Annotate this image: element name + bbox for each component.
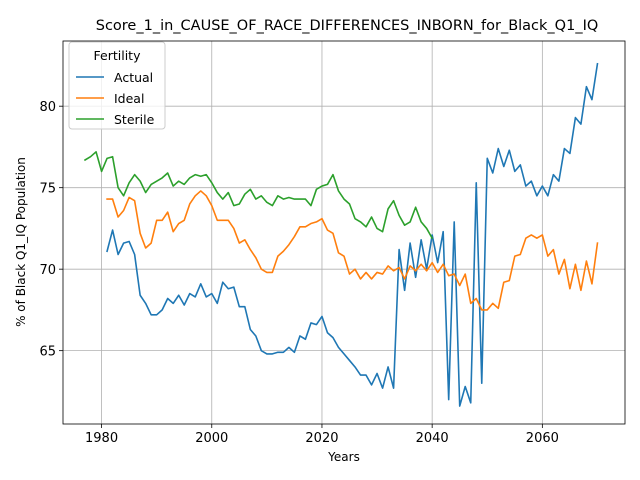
series-line-ideal <box>106 190 599 311</box>
axis-ticks: 1980 2000 2020 2040 2060 65 70 75 80 <box>39 100 558 446</box>
series-line-sterile <box>83 151 434 240</box>
y-tick-label: 65 <box>39 345 56 360</box>
legend: Fertility Actual Ideal Sterile <box>68 41 166 130</box>
legend-label-sterile: Sterile <box>114 112 155 127</box>
series-line-actual <box>106 62 599 407</box>
x-tick-label: 2040 <box>416 431 449 446</box>
x-tick-label: 2060 <box>526 431 559 446</box>
x-axis-label: Years <box>327 450 360 464</box>
legend-label-ideal: Ideal <box>114 91 144 106</box>
x-tick-label: 1980 <box>85 431 118 446</box>
x-tick-label: 2000 <box>195 431 228 446</box>
y-tick-label: 80 <box>39 100 56 115</box>
legend-label-actual: Actual <box>114 70 153 85</box>
plot-area-frame <box>62 40 626 425</box>
x-tick-label: 2020 <box>305 431 338 446</box>
legend-items: Actual Ideal Sterile <box>76 70 155 127</box>
y-axis-label: % of Black Q1_IQ Population <box>14 157 28 327</box>
y-tick-label: 70 <box>39 263 56 278</box>
legend-box <box>68 41 166 130</box>
y-tick-label: 75 <box>39 182 56 197</box>
chart-title: Score_1_in_CAUSE_OF_RACE_DIFFERENCES_INB… <box>96 18 599 34</box>
series-lines <box>83 62 599 407</box>
legend-title: Fertility <box>94 48 142 63</box>
